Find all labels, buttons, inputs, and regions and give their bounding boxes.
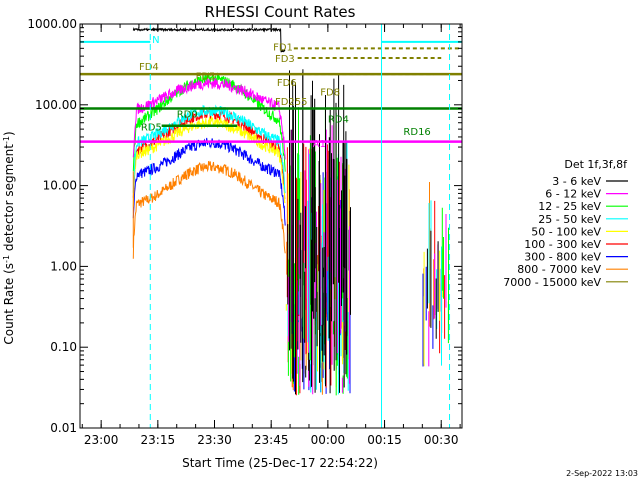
x-tick-label-0: 23:00 bbox=[84, 433, 119, 447]
y-tick-label-5: 0.01 bbox=[50, 421, 77, 435]
x-tick-label-6: 00:30 bbox=[424, 433, 459, 447]
x-tick-label-2: 23:30 bbox=[197, 433, 232, 447]
series-line-7 bbox=[132, 160, 286, 259]
legend-label-0: 3 - 6 keV bbox=[552, 175, 601, 188]
flag-label-rd4: RD4 bbox=[328, 115, 349, 126]
legend-label-6: 300 - 800 keV bbox=[524, 251, 601, 264]
flag-label-fd1: FD1 bbox=[273, 42, 293, 53]
flag-label-fd8: FD8 bbox=[320, 88, 340, 99]
legend-label-1: 6 - 12 keV bbox=[545, 188, 601, 201]
x-axis-label: Start Time (25-Dec-17 22:54:22) bbox=[182, 456, 378, 470]
series-line-2 bbox=[132, 71, 286, 172]
flag-label-rd16: RD16 bbox=[403, 127, 430, 138]
x-tick-label-4: 00:00 bbox=[311, 433, 346, 447]
x-tick-label-1: 23:15 bbox=[141, 433, 176, 447]
flag-label-fd5: FD5 bbox=[196, 72, 216, 83]
legend-label-4: 50 - 100 keV bbox=[531, 225, 601, 238]
y-axis-label: Count Rate (s-1 detector segment-1) bbox=[2, 131, 16, 344]
flag-label-fd4: FD4 bbox=[139, 62, 159, 73]
series-line-4 bbox=[132, 115, 286, 207]
series-line-1 bbox=[132, 77, 286, 160]
y-tick-label-3: 1.00 bbox=[50, 259, 77, 273]
x-tick-label-5: 00:15 bbox=[367, 433, 402, 447]
y-tick-label-2: 10.00 bbox=[43, 179, 77, 193]
flag-label-fd3: FD3 bbox=[275, 54, 295, 65]
flag-label-rd5: RD5 bbox=[141, 123, 162, 134]
legend-label-7: 800 - 7000 keV bbox=[517, 263, 601, 276]
legend-label-2: 12 - 25 keV bbox=[538, 200, 601, 213]
series-spikes-0 bbox=[287, 69, 439, 395]
legend-title: Det 1f,3f,8f bbox=[564, 158, 628, 171]
x-tick-label-3: 23:45 bbox=[254, 433, 289, 447]
y-tick-label-0: 1000.00 bbox=[27, 17, 77, 31]
flag-label-rd0: RD0 bbox=[177, 109, 198, 120]
y-tick-label-1: 100.00 bbox=[35, 98, 77, 112]
legend-label-5: 100 - 300 keV bbox=[524, 238, 601, 251]
chart-title: RHESSI Count Rates bbox=[205, 3, 356, 21]
flag-label-fd255: FD255 bbox=[275, 97, 308, 108]
flag-label-n: N bbox=[152, 35, 159, 46]
flag-label-fd6: FD6 bbox=[277, 78, 297, 89]
y-tick-label-4: 0.10 bbox=[50, 340, 77, 354]
plot-frame bbox=[79, 23, 463, 429]
axes: 23:00 23:15 23:30 23:45 00:00 00:15 00:30 1000.… bbox=[27, 17, 463, 447]
series-line-0 bbox=[132, 26, 286, 53]
legend-label-8: 7000 - 15000 keV bbox=[503, 276, 601, 289]
plot-date-stamp: 2-Sep-2022 13:03 bbox=[566, 469, 638, 478]
legend-label-3: 25 - 50 keV bbox=[538, 213, 601, 226]
flag-label-a1: A1 bbox=[313, 139, 326, 150]
